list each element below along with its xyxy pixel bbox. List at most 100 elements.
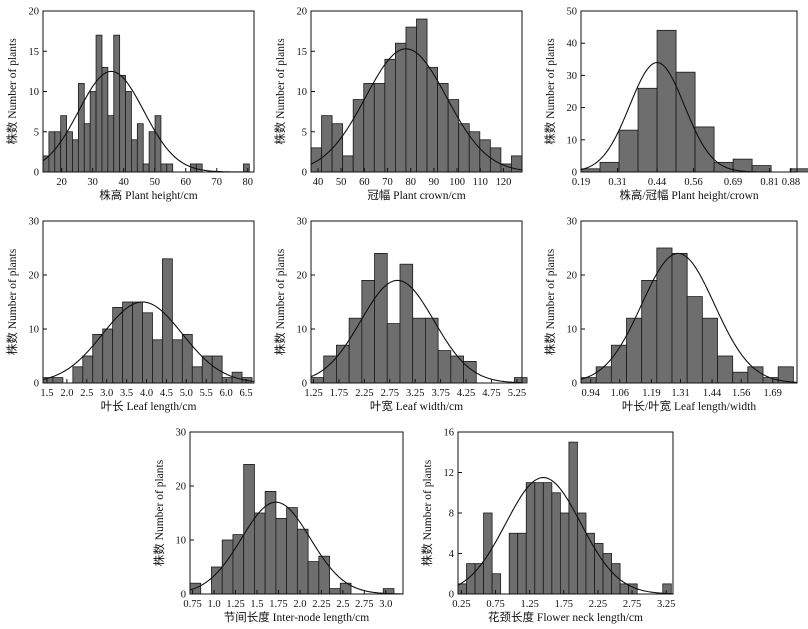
histogram-bar [595,366,612,384]
y-tick-label: 10 [567,135,578,146]
histogram-bar [201,355,213,384]
plot-frame [580,10,798,173]
y-tick-label: 10 [176,536,187,547]
histogram-bar [95,34,103,173]
histogram-bar [483,512,493,595]
x-axis-label: 叶长/叶宽 Leaf length/width [622,399,756,413]
x-tick-label: 0.25 [452,599,470,610]
x-tick-label: 3.0 [379,599,392,610]
y-axis-label: 株数 Number of plants [5,248,19,355]
histogram-bar [296,528,309,595]
histogram-bar [416,18,428,173]
histogram-bar [160,163,168,173]
x-tick-label: 100 [449,177,465,188]
histogram-bar [424,317,439,384]
y-axis-label: 株数 Number of plants [273,248,287,355]
y-axis-label: 株数 Number of plants [5,38,19,145]
x-tick-label: 70 [212,177,223,188]
histogram-bar [751,165,772,173]
x-tick-label: 2.75 [355,599,373,610]
histogram-bar [112,306,124,384]
x-tick-label: 2.0 [293,599,306,610]
x-tick-label: 120 [496,177,512,188]
x-tick-label: 1.25 [304,388,322,399]
histogram-bar [458,123,470,173]
histogram-bar [789,168,808,173]
y-tick-label: 20 [176,482,187,493]
histogram-bar [321,115,333,173]
histogram-bar [491,573,502,595]
histogram-bar [662,583,672,595]
x-tick-label: 80 [405,177,416,188]
histogram-bar [534,482,544,595]
x-tick-label: 1.5 [40,388,53,399]
histogram-bar [154,115,162,173]
histogram-bar [348,317,363,384]
x-tick-label: 0.19 [572,177,590,188]
histogram-bar [131,139,138,173]
x-axis-label: 节间长度 Inter-node length/cm [224,610,369,624]
x-tick-label: 0.31 [608,177,626,188]
histogram-bar [701,317,718,384]
x-tick-label: 0.56 [684,177,702,188]
y-tick-label: 5 [34,127,39,138]
histogram-bar [113,34,121,173]
histogram-bar [132,301,143,384]
panel-height-crown-ratio: 0.19 0.31 0.44 0.56 0.69 0.81 0.88 0 10 20 30 40 50 株… [543,7,808,202]
histogram-bar [508,532,519,595]
x-tick-label: 1.25 [226,599,244,610]
x-tick-label: 0.94 [582,388,601,399]
histogram-bar [243,463,255,595]
y-tick-label: 15 [29,47,40,58]
histogram-bar [122,301,133,384]
x-tick-label: 5.0 [180,388,193,399]
x-tick-label: 50 [336,177,347,188]
x-tick-label: 1.75 [330,388,348,399]
x-tick-label: 1.56 [732,388,750,399]
histogram-bar [656,247,673,384]
x-tick-label: 2.25 [355,388,373,399]
histogram-bar [599,161,620,173]
x-tick-label: 110 [473,177,488,188]
y-tick-label: 10 [29,325,40,336]
x-tick-label: 2.5 [336,599,349,610]
y-tick-label: 0 [572,379,577,390]
plot-frame [189,431,404,595]
histogram-bar [336,344,350,384]
histogram-bar [331,123,344,173]
x-tick-label: 4.0 [140,388,153,399]
histogram-bar [626,317,643,384]
x-tick-label: 3.25 [406,388,424,399]
panel-leaf-length-width-ratio: 0.94 1.06 1.19 1.31 1.44 1.56 1.69 0 10 20 30 叶长/叶宽… [543,217,798,413]
histogram-bar [310,147,322,173]
x-tick-label: 1.19 [642,388,660,399]
histogram-bar [399,263,414,384]
x-tick-label: 1.75 [269,599,287,610]
x-tick-label: 3.25 [657,599,675,610]
histogram-bar [72,366,84,384]
histogram-bar [52,377,64,384]
x-axis-label: 叶长 Leaf length/cm [101,400,197,413]
normal-fit-curve [457,477,674,595]
histogram-bar [125,91,132,173]
histogram-bar [83,123,91,173]
panel-leaf-length: 1.5 2.0 2.5 3.0 3.5 4.0 4.5 5.0 5.5 6.0 6.5 0 10 20 30… [5,217,255,413]
histogram-bar [329,588,341,595]
x-tick-label: 60 [359,177,370,188]
x-tick-label: 90 [429,177,440,188]
y-tick-label: 20 [29,271,40,282]
histogram-bar [148,131,156,173]
histogram-bar [450,355,464,384]
histogram-bar [54,131,62,173]
histogram-bar [275,518,288,595]
x-tick-label: 80 [243,177,254,188]
y-tick-label: 30 [176,428,187,439]
y-tick-label: 30 [567,217,578,228]
histogram-bar [386,323,401,384]
histogram-bar [191,366,203,384]
x-axis-label: 株高 Plant height/cm [99,188,197,202]
histogram-bar [637,87,658,173]
histogram-bar [437,350,452,384]
y-axis-label: 株数 Number of plants [543,248,557,355]
x-tick-label: 20 [56,177,67,188]
